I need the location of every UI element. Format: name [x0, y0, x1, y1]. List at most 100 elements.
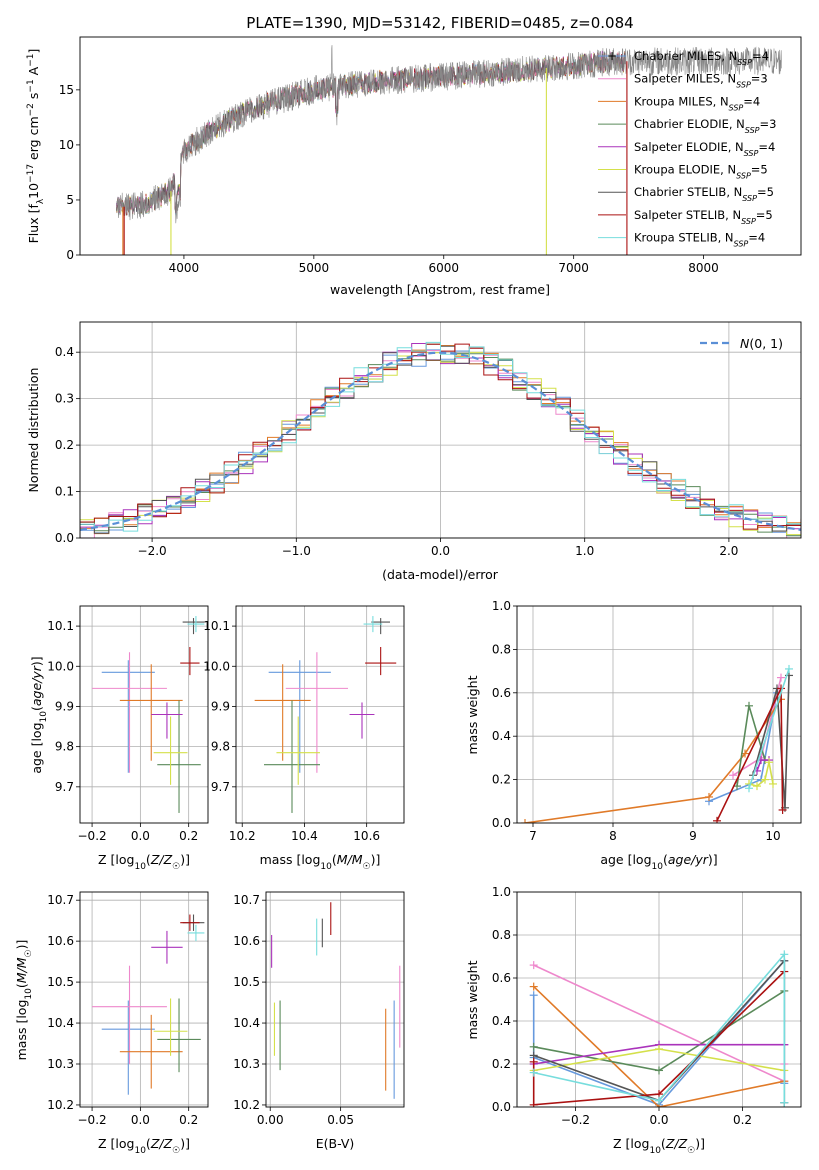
- data-spectrum: [116, 45, 782, 224]
- residuals-xlabel: (data-model)/error: [382, 567, 499, 582]
- age_vs_Z-xtick-label: −0.2: [78, 829, 107, 843]
- residuals-ylabel: Normed distribution: [26, 368, 41, 493]
- weight_vs_Z-xtick-label: 0.2: [733, 1113, 752, 1127]
- weight-line-kroupa-miles: [533, 986, 785, 1107]
- age_vs_mass-ytick-label: 9.7: [211, 780, 230, 794]
- mass_vs_ebv-xtick-label: 0.05: [327, 1113, 354, 1127]
- legend-label: N(0, 1): [740, 336, 783, 351]
- legend-label: Kroupa ELODIE, NSSP=5: [634, 163, 768, 181]
- spectrum-xtick-label: 4000: [169, 261, 200, 275]
- age_vs_mass-xtick-label: 10.6: [353, 829, 380, 843]
- age_vs_mass-ytick-label: 9.8: [211, 740, 230, 754]
- legend-label: Kroupa MILES, NSSP=4: [634, 94, 760, 112]
- mass-vs-ebv-xlabel: E(B-V): [316, 1136, 355, 1151]
- spectrum-ytick-label: 0: [66, 248, 74, 262]
- mass_vs_Z-ytick-label: 10.2: [47, 1098, 74, 1112]
- age_vs_Z-xtick-label: 0.2: [179, 829, 198, 843]
- mass_vs_ebv-ytick-label: 10.4: [233, 1016, 260, 1030]
- mass_vs_ebv-ytick-label: 10.3: [233, 1057, 260, 1071]
- mass_vs_Z-ytick-label: 10.4: [47, 1016, 74, 1030]
- spectrum-ylabel: Flux [fλ10−17 erg cm−2 s−1 A−1]: [26, 49, 46, 244]
- spectrum-xtick-label: 5000: [299, 261, 330, 275]
- weight_vs_Z-ytick-label: 0.4: [492, 1014, 511, 1028]
- mass_vs_Z-ytick-label: 10.3: [47, 1057, 74, 1071]
- residuals-xtick-label: 1.0: [575, 544, 594, 558]
- residuals-ytick-label: 0.1: [55, 485, 74, 499]
- age_vs_Z-ytick-label: 9.9: [55, 699, 74, 713]
- weight_vs_age-ytick-label: 0.6: [492, 686, 511, 700]
- residuals-frame: [79, 321, 802, 539]
- mass_vs_ebv-frame: [265, 891, 405, 1108]
- age_vs_mass-xtick-label: 10.2: [229, 829, 256, 843]
- residuals-xtick-label: −2.0: [138, 544, 167, 558]
- mass_vs_Z-frame: [79, 891, 209, 1108]
- weight-line-salpeter-stelib: [532, 970, 785, 1106]
- residuals-xtick-label: −1.0: [282, 544, 311, 558]
- weight_vs_age-ytick-label: 0.0: [492, 816, 511, 830]
- mass_vs_Z-xtick-label: 0.0: [131, 1113, 150, 1127]
- mass_vs_Z-xtick-label: −0.2: [78, 1113, 107, 1127]
- age_vs_Z-ytick-label: 10.0: [47, 659, 74, 673]
- spectrum-ytick-label: 10: [59, 138, 74, 152]
- weight-line-kroupa-miles: [524, 698, 782, 823]
- residuals-ytick-label: 0.0: [55, 531, 74, 545]
- legend-label: Chabrier MILES, NSSP=4: [634, 49, 769, 67]
- spectrum-xlabel: wavelength [Angstrom, rest frame]: [330, 282, 550, 297]
- weight_vs_age-xtick-label: 10: [765, 829, 780, 843]
- legend-label: Chabrier ELODIE, NSSP=3: [634, 117, 776, 135]
- weight_vs_age-ytick-label: 1.0: [492, 599, 511, 613]
- mass_vs_ebv-ytick-label: 10.2: [233, 1098, 260, 1112]
- weight-line-kroupa-stelib: [748, 668, 790, 789]
- age_vs_Z-ytick-label: 9.7: [55, 780, 74, 794]
- age-vs-Z-ylabel: age [log10(age/yr)]: [29, 656, 49, 773]
- figure-title: PLATE=1390, MJD=53142, FIBERID=0485, z=0…: [246, 14, 633, 32]
- age_vs_Z-frame: [79, 605, 209, 824]
- mass_vs_ebv-xtick-label: 0.00: [257, 1113, 284, 1127]
- weight_vs_Z-plot-area: [517, 892, 801, 1107]
- spectrum-xtick-label: 7000: [558, 261, 589, 275]
- age_vs_mass-ytick-label: 10.1: [203, 619, 230, 633]
- legend-label: Salpeter MILES, NSSP=3: [634, 72, 768, 90]
- weight_vs_age-ytick-label: 0.2: [492, 773, 511, 787]
- legend-marker: +: [607, 49, 617, 63]
- legend-label: Salpeter ELODIE, NSSP=4: [634, 140, 775, 158]
- age_vs_Z-xtick-label: 0.0: [131, 829, 150, 843]
- mass-vs-Z-xlabel: Z [log10(Z/Z☉)]: [98, 1136, 190, 1156]
- age_vs_Z-plot-area: [80, 606, 208, 823]
- mass_vs_Z-ytick-label: 10.5: [47, 975, 74, 989]
- legend-label: Kroupa STELIB, NSSP=4: [634, 231, 765, 249]
- age_vs_Z-ytick-label: 9.8: [55, 740, 74, 754]
- mass_vs_Z-ytick-label: 10.7: [47, 893, 74, 907]
- weight_vs_Z-ytick-label: 0.0: [492, 1100, 511, 1114]
- mass-vs-Z-ylabel: mass [log10(M/M☉)]: [14, 940, 34, 1061]
- residuals-ytick-label: 0.2: [55, 438, 74, 452]
- spectrum-xtick-label: 8000: [688, 261, 719, 275]
- weight-vs-age-ylabel: mass weight: [465, 675, 480, 754]
- mass_vs_Z-ytick-label: 10.6: [47, 934, 74, 948]
- weight-vs-Z-xlabel: Z [log10(Z/Z☉)]: [613, 1136, 705, 1156]
- mass_vs_ebv-plot-area: [266, 892, 404, 1107]
- weight-line-chabrier-stelib: [752, 675, 790, 808]
- normal-curve: [80, 351, 801, 531]
- weight_vs_age-ytick-label: 0.4: [492, 729, 511, 743]
- residuals-ytick-label: 0.3: [55, 392, 74, 406]
- spectrum-frame: [79, 36, 802, 256]
- weight_vs_age-xtick-label: 9: [689, 829, 697, 843]
- residuals-xtick-label: 2.0: [719, 544, 738, 558]
- weight_vs_age-frame: [516, 605, 802, 824]
- weight_vs_Z-ytick-label: 0.8: [492, 928, 511, 942]
- weight_vs_Z-ytick-label: 0.6: [492, 971, 511, 985]
- spectrum-ytick-label: 5: [66, 193, 74, 207]
- weight_vs_Z-frame: [516, 891, 802, 1108]
- weight_vs_age-plot-area: [517, 606, 801, 823]
- weight-vs-Z-ylabel: mass weight: [465, 960, 480, 1039]
- age_vs_mass-xtick-label: 10.4: [291, 829, 318, 843]
- weight_vs_age-xtick-label: 7: [529, 829, 537, 843]
- legend-label: Chabrier STELIB, NSSP=5: [634, 185, 774, 203]
- age_vs_mass-ytick-label: 9.9: [211, 699, 230, 713]
- age_vs_mass-plot-area: [236, 606, 404, 823]
- mass_vs_Z-plot-area: [80, 892, 208, 1107]
- weight_vs_age-xtick-label: 8: [609, 829, 617, 843]
- residuals-ytick-label: 0.4: [55, 345, 74, 359]
